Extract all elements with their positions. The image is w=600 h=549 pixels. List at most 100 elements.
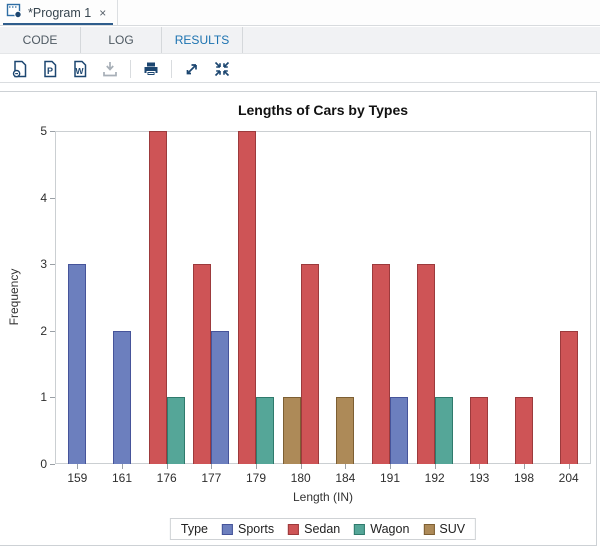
x-tick-mark	[122, 464, 123, 469]
bar-179-Wagon	[256, 397, 274, 464]
print-button[interactable]	[141, 59, 161, 79]
bar-177-Sedan	[193, 264, 212, 464]
bar-180-Sedan	[300, 264, 319, 464]
results-pane: Lengths of Cars by Types Frequency Lengt…	[0, 91, 597, 546]
legend-label: Sports	[237, 522, 275, 536]
bar-192-Wagon	[434, 397, 453, 464]
y-tick-mark	[50, 264, 55, 266]
document-tabbar: *Program 1 ×	[0, 0, 600, 26]
toolbar-separator	[130, 59, 131, 78]
legend-swatch-icon	[221, 523, 233, 535]
word-results-button[interactable]: W	[70, 59, 90, 79]
x-tick-mark	[345, 464, 347, 469]
y-tick-mark	[50, 464, 55, 465]
x-tick-mark	[256, 464, 257, 469]
bar-177-Sports	[211, 330, 230, 464]
html-results-icon	[12, 60, 27, 77]
legend-swatch-icon	[288, 523, 300, 535]
pdf-results-button[interactable]: P	[40, 59, 60, 79]
x-tick-mark	[166, 464, 168, 469]
x-tick-label: 179	[245, 471, 267, 485]
x-tick-mark	[434, 464, 436, 469]
tab-title: *Program 1	[28, 5, 92, 20]
bar-161-Sports	[113, 330, 131, 464]
x-tick-label: 198	[513, 471, 535, 485]
y-tick-mark	[50, 131, 55, 132]
y-tick-mark	[50, 197, 55, 199]
legend-item-sports: Sports	[221, 522, 275, 536]
bar-176-Sedan	[148, 131, 167, 464]
open-new-window-button[interactable]	[182, 59, 202, 79]
view-tabs: CODE LOG RESULTS	[0, 27, 600, 54]
legend-title: Type	[180, 522, 208, 536]
y-axis-label: Frequency	[7, 268, 21, 326]
download-button	[100, 59, 120, 79]
tab-log[interactable]: LOG	[81, 27, 162, 53]
svg-text:P: P	[47, 66, 53, 76]
active-tab-underline	[3, 23, 113, 25]
y-tick-label: 2	[40, 323, 47, 338]
pdf-results-icon: P	[44, 60, 57, 77]
bar-193-Sedan	[470, 397, 489, 464]
chart-title: Lengths of Cars by Types	[237, 102, 409, 118]
y-tick-label: 5	[40, 124, 47, 138]
bar-179-Sedan	[238, 131, 256, 464]
x-tick-label: 204	[558, 471, 579, 485]
x-tick-label: 161	[111, 471, 133, 485]
legend-item-suv: SUV	[423, 522, 465, 536]
tab-program-1[interactable]: *Program 1 ×	[0, 0, 118, 25]
y-tick-label: 1	[40, 390, 47, 405]
legend-swatch-icon	[423, 523, 435, 535]
toolbar-separator	[171, 59, 172, 78]
results-toolbar: P W	[0, 55, 600, 83]
y-tick-mark	[50, 330, 55, 332]
collapse-button[interactable]	[212, 59, 232, 79]
y-tick-mark	[50, 397, 55, 399]
bar-180-SUV	[282, 397, 301, 464]
bar-204-Sedan	[559, 330, 578, 464]
bar-192-Sedan	[416, 264, 435, 464]
print-icon	[144, 62, 158, 76]
x-tick-mark	[300, 464, 302, 469]
y-tick-label: 4	[40, 190, 47, 205]
x-tick-label: 192	[424, 471, 445, 485]
legend-item-sedan: Sedan	[288, 522, 340, 536]
html-results-button[interactable]	[10, 59, 30, 79]
x-tick-mark	[390, 464, 391, 469]
bar-198-Sedan	[515, 397, 533, 464]
legend-label: SUV	[439, 522, 466, 536]
x-tick-label: 180	[290, 471, 311, 485]
word-results-icon: W	[74, 60, 87, 77]
bar-159-Sports	[68, 264, 87, 464]
download-icon	[103, 61, 117, 76]
x-tick-label: 159	[67, 471, 88, 485]
x-tick-label: 191	[379, 471, 401, 485]
legend-item-wagon: Wagon	[354, 522, 409, 536]
bar-176-Wagon	[166, 397, 185, 464]
x-tick-label: 184	[335, 471, 356, 485]
tab-code[interactable]: CODE	[0, 27, 81, 53]
tab-results[interactable]: RESULTS	[162, 27, 243, 53]
x-tick-mark	[568, 464, 570, 469]
x-tick-label: 193	[469, 471, 490, 485]
program-icon	[6, 2, 22, 23]
legend-label: Wagon	[370, 522, 410, 536]
close-icon[interactable]: ×	[99, 5, 107, 20]
bar-184-SUV	[336, 397, 355, 464]
legend-swatch-icon	[354, 523, 366, 535]
x-tick-mark	[211, 464, 213, 469]
x-tick-mark	[524, 464, 525, 469]
chart: Lengths of Cars by Types Frequency Lengt…	[0, 92, 596, 546]
x-tick-label: 177	[201, 471, 222, 485]
bar-191-Sports	[390, 397, 408, 464]
x-tick-mark	[479, 464, 481, 469]
collapse-icon	[214, 61, 230, 76]
y-tick-label: 0	[40, 457, 47, 471]
open-new-window-icon	[186, 63, 197, 74]
legend: Type Sports Sedan Wagon SUV	[169, 518, 477, 540]
svg-text:W: W	[76, 66, 85, 76]
x-tick-label: 176	[156, 471, 177, 485]
bar-191-Sedan	[372, 264, 390, 464]
legend-label: Sedan	[304, 522, 341, 536]
